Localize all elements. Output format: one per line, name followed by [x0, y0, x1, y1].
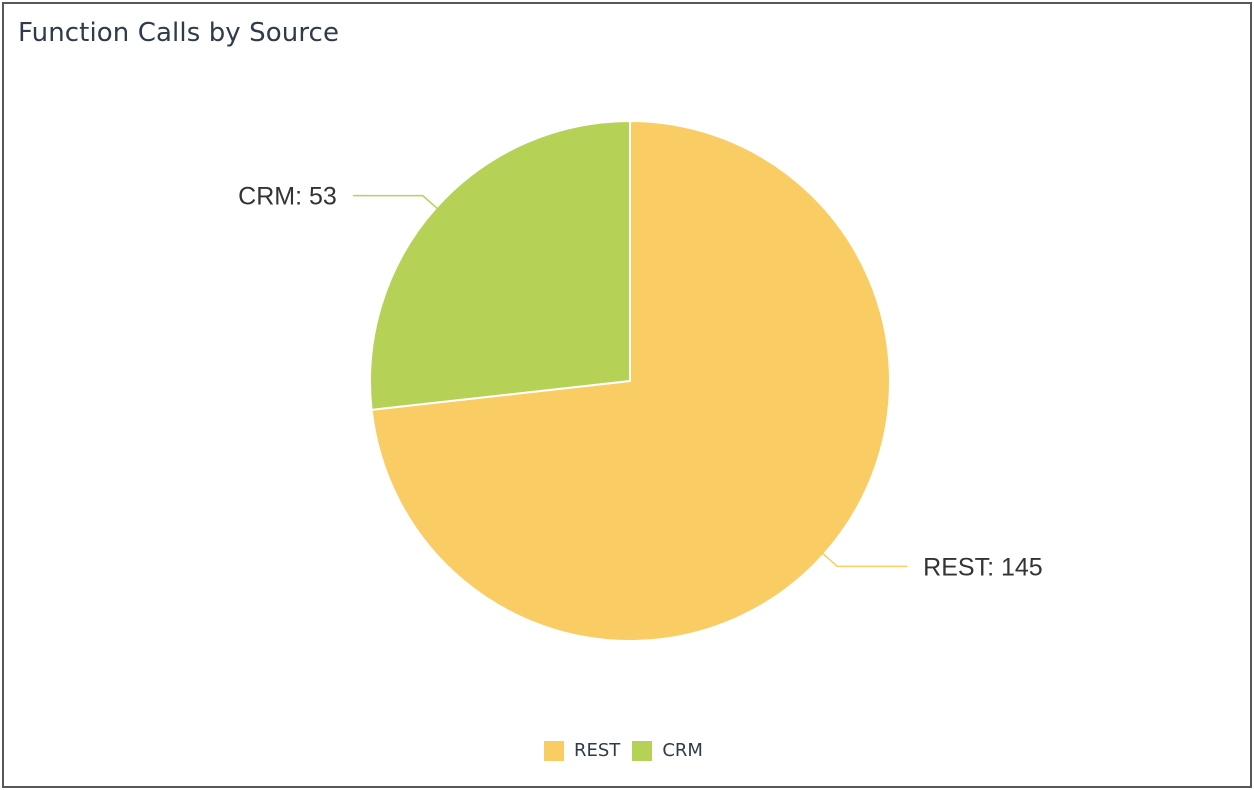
label-connector-rest: [821, 552, 908, 568]
legend: REST CRM: [544, 740, 703, 761]
pie-chart: REST: 145 CRM: 53: [238, 119, 1043, 642]
label-connector-crm: [352, 194, 439, 210]
legend-label-crm: CRM: [662, 740, 703, 761]
data-label-crm: CRM: 53: [238, 183, 337, 211]
legend-swatch-crm: [632, 740, 653, 761]
legend-label-rest: REST: [574, 740, 621, 761]
data-label-rest: REST: 145: [923, 553, 1043, 581]
legend-item-rest[interactable]: REST: [544, 740, 620, 761]
legend-item-crm[interactable]: CRM: [632, 740, 703, 761]
chart-title: Function Calls by Source: [18, 18, 340, 48]
legend-swatch-rest: [544, 740, 564, 761]
pie-slice-crm[interactable]: [369, 119, 631, 411]
